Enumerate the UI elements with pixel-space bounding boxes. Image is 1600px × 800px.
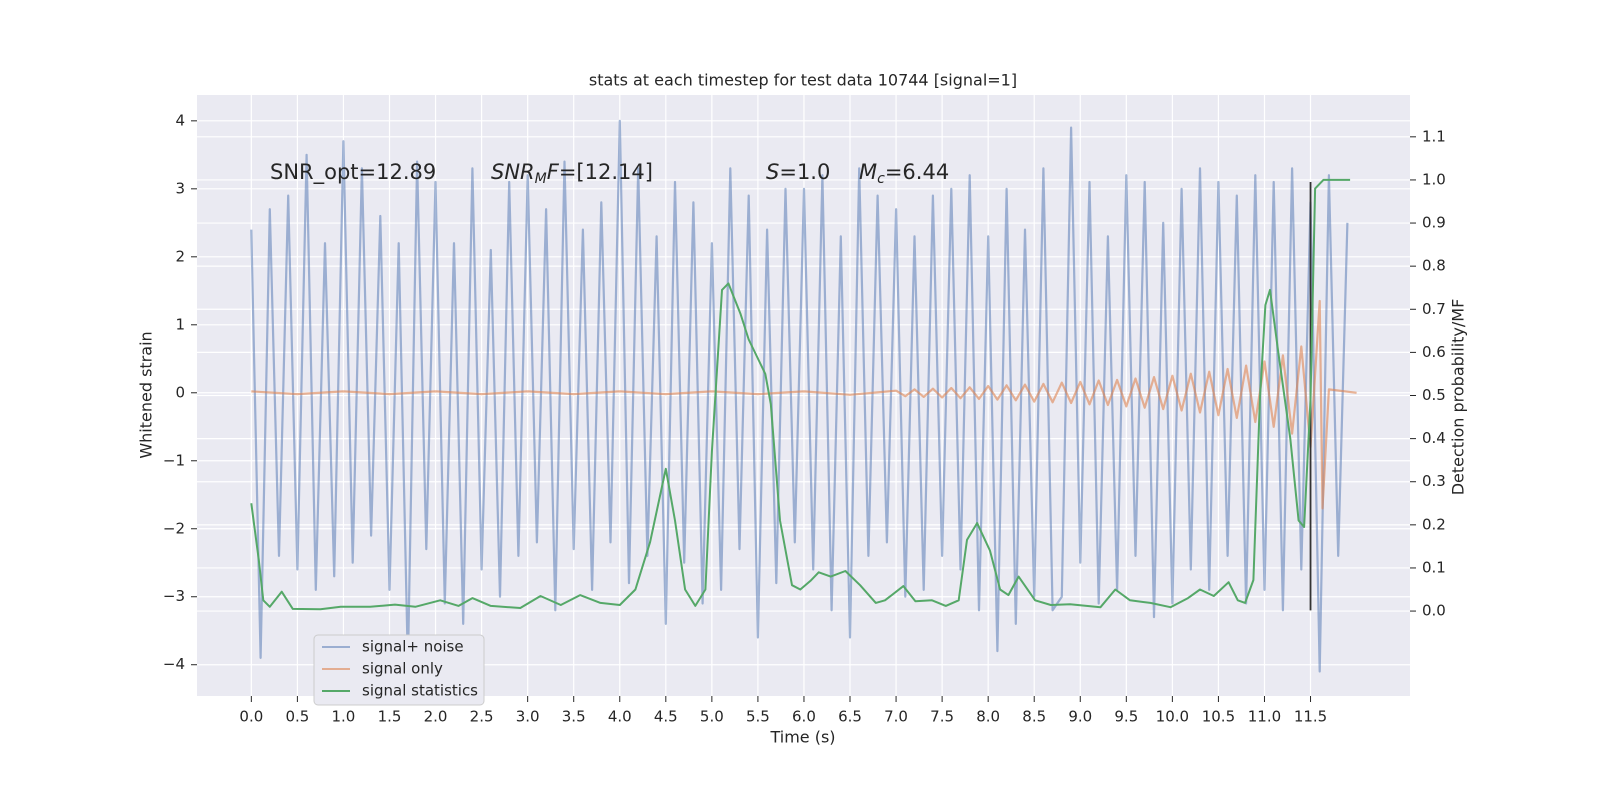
annotation-part: =6.44 (885, 160, 949, 184)
x-tick-label: 11.0 (1248, 708, 1281, 726)
chart-title: stats at each timestep for test data 107… (589, 71, 1017, 90)
annotation-part: S (766, 160, 779, 184)
x-tick-label: 6.5 (838, 708, 862, 726)
annotation-part: SNR (491, 160, 535, 184)
x-tick-label: 5.5 (746, 708, 770, 726)
legend-label: signal+ noise (362, 638, 464, 656)
x-tick-label: 8.0 (976, 708, 1000, 726)
annotation: Mc=6.44 (859, 160, 949, 187)
annotation-part: F (547, 160, 560, 184)
y2-tick-label: 0.1 (1422, 558, 1446, 576)
y2-tick-label: 0.7 (1422, 300, 1446, 318)
annotation-part: c (877, 171, 885, 187)
series-line (250, 119, 1349, 673)
y-tick-label: 2 (175, 247, 185, 265)
y-tick-label: 3 (175, 179, 185, 197)
y-axis-label: Whitened strain (137, 331, 156, 458)
x-tick-label: 9.0 (1068, 708, 1092, 726)
x-tick-label: 10.0 (1156, 708, 1189, 726)
annotation: SNR_opt=12.89 (270, 160, 436, 185)
y-tick-label: 0 (175, 383, 185, 401)
y2-axis-label: Detection probability/MF (1449, 299, 1468, 496)
y-tick-label: 4 (175, 111, 185, 129)
x-tick-label: 2.5 (470, 708, 494, 726)
legend-label: signal statistics (362, 682, 478, 700)
y2-tick-label: 0.0 (1422, 602, 1446, 620)
x-tick-label: 7.5 (930, 708, 954, 726)
y-tick-label: −4 (163, 655, 185, 673)
y2-tick-label: 0.6 (1422, 343, 1446, 361)
x-tick-label: 8.5 (1022, 708, 1046, 726)
x-tick-label: 2.0 (424, 708, 448, 726)
x-tick-label: 0.0 (239, 708, 263, 726)
y-tick-label: −3 (163, 587, 185, 605)
x-tick-label: 9.5 (1114, 708, 1138, 726)
annotation-part: =1.0 (779, 160, 830, 184)
x-tick-label: 6.0 (792, 708, 816, 726)
y2-tick-label: 0.4 (1422, 429, 1446, 447)
x-tick-label: 7.0 (884, 708, 908, 726)
y2-tick-label: 0.2 (1422, 515, 1446, 533)
annotation-part: M (859, 160, 877, 184)
x-tick-label: 0.5 (285, 708, 309, 726)
x-tick-label: 3.0 (516, 708, 540, 726)
x-tick-label: 4.0 (608, 708, 632, 726)
annotation: S=1.0 (766, 160, 830, 184)
legend-box (313, 634, 485, 706)
annotation-part: M (535, 171, 547, 187)
y2-tick-label: 1.0 (1422, 170, 1446, 188)
x-tick-label: 10.5 (1202, 708, 1235, 726)
y-tick-label: −2 (163, 519, 185, 537)
annotation-part: SNR_opt=12.89 (270, 160, 436, 185)
x-tick-label: 11.5 (1294, 708, 1327, 726)
y-tick-label: −1 (163, 451, 185, 469)
series-line (251, 299, 1357, 510)
annotation-part: =[12.14] (559, 160, 653, 184)
x-tick-label: 1.0 (332, 708, 356, 726)
annotation: SNRMF=[12.14] (491, 160, 653, 187)
y2-tick-label: 0.5 (1422, 386, 1446, 404)
x-tick-label: 1.5 (378, 708, 402, 726)
x-tick-label: 5.0 (700, 708, 724, 726)
y-tick-label: 1 (175, 315, 185, 333)
y2-tick-label: 1.1 (1422, 127, 1446, 145)
y2-tick-label: 0.9 (1422, 214, 1446, 232)
x-axis-label: Time (s) (769, 728, 835, 747)
series-line (250, 178, 1351, 611)
x-tick-label: 3.5 (562, 708, 586, 726)
legend-label: signal only (362, 660, 443, 678)
y2-tick-label: 0.3 (1422, 472, 1446, 490)
y2-tick-label: 0.8 (1422, 257, 1446, 275)
x-tick-label: 4.5 (654, 708, 678, 726)
